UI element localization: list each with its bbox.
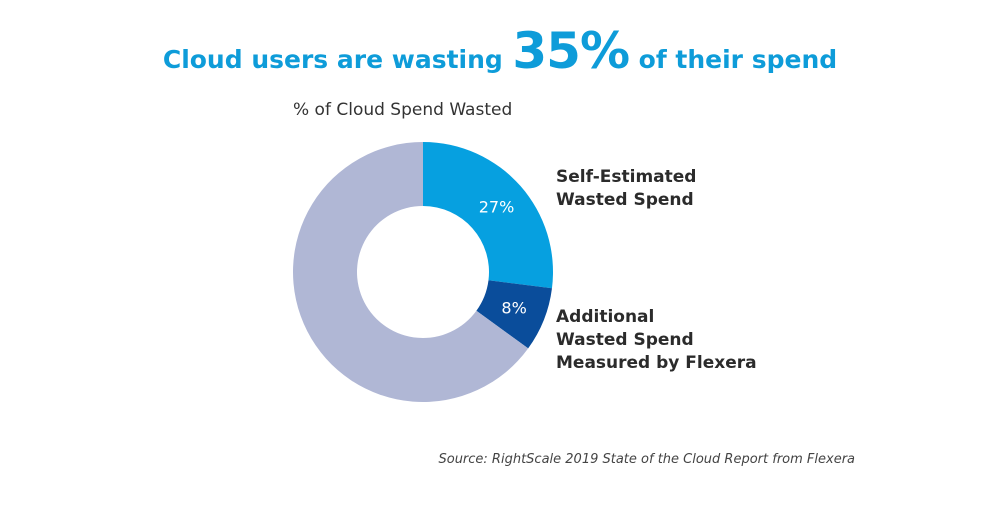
legend-additional: Additional Wasted Spend Measured by Flex… [556,306,757,375]
donut-slice-labels: 27% 8% [479,198,527,318]
headline-text-before: Cloud users are wasting [162,45,503,74]
legend-additional-line-1: Additional [556,307,655,327]
donut-slice-label-2: 8% [501,299,526,318]
headline-highlight: 35% [512,22,630,80]
chart-subtitle: % of Cloud Spend Wasted [293,100,513,120]
donut-slice-label-1: 27% [479,198,515,217]
legend-self-estimated-line-1: Self-Estimated [556,167,697,187]
legend-additional-line-2: Wasted Spend [556,330,694,350]
source-note: Source: RightScale 2019 State of the Clo… [438,452,855,467]
donut-slice-1 [423,142,553,289]
headline: Cloud users are wasting 35% of their spe… [0,22,1000,80]
legend-self-estimated-line-2: Wasted Spend [556,190,694,210]
legend-self-estimated: Self-Estimated Wasted Spend [556,166,696,212]
legend-additional-line-3: Measured by Flexera [556,353,757,373]
donut-slices [292,142,553,402]
donut-slice-3 [292,142,529,402]
headline-text-after: of their spend [638,45,838,74]
donut-slice-2 [476,280,552,349]
